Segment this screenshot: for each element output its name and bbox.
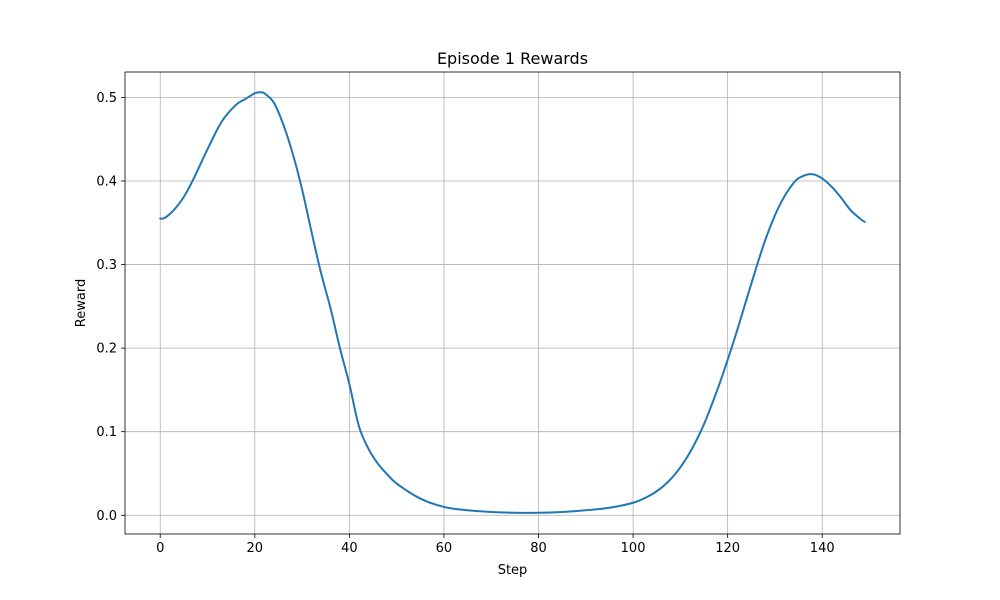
x-tick-label: 140 — [810, 541, 835, 556]
y-tick-label: 0.4 — [96, 174, 117, 189]
y-tick-label: 0.1 — [96, 425, 117, 440]
y-tick-label: 0.0 — [96, 509, 117, 524]
grid — [125, 72, 900, 534]
ticks: 0 20 40 60 80 100 120 140 0.0 0.1 0.2 0.3 0.4 0.5 — [96, 91, 834, 556]
y-tick-label: 0.2 — [96, 342, 117, 357]
x-tick-label: 100 — [621, 541, 646, 556]
plot-area — [125, 72, 900, 534]
x-tick-label: 120 — [715, 541, 740, 556]
x-tick-label: 60 — [436, 541, 453, 556]
axes-border — [124, 71, 901, 535]
y-tick-label: 0.5 — [96, 91, 117, 106]
series-layer — [159, 91, 866, 514]
series-line — [159, 91, 866, 514]
x-tick-label: 40 — [341, 541, 358, 556]
x-tick-label: 0 — [156, 541, 164, 556]
x-tick-label: 80 — [530, 541, 547, 556]
y-axis-label: Reward — [74, 279, 89, 327]
y-tick-label: 0.3 — [96, 258, 117, 273]
x-axis-label: Step — [498, 563, 528, 578]
chart-title: Episode 1 Rewards — [437, 49, 588, 68]
axes-frame — [124, 71, 901, 535]
x-tick-label: 20 — [247, 541, 264, 556]
